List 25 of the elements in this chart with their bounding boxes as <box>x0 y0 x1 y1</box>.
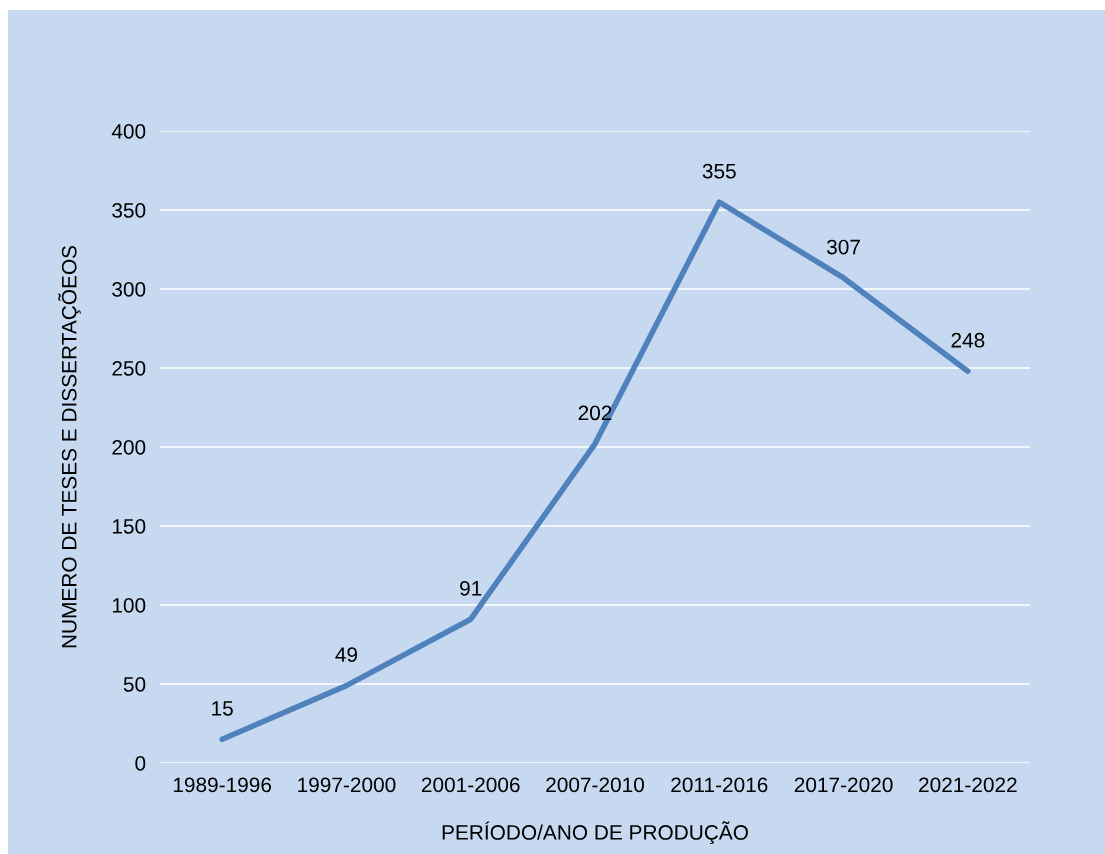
x-tick-label: 1997-2000 <box>298 777 396 793</box>
y-axis-title: NUMERO DE TESES E DISSERTAÇÕEOS <box>58 245 81 648</box>
x-tick-label: 2011-2016 <box>671 777 768 793</box>
y-tick-label: 50 <box>123 677 146 692</box>
y-tick-label: 200 <box>112 440 146 455</box>
data-label: 49 <box>335 647 358 663</box>
data-label: 248 <box>951 332 985 348</box>
y-tick-label: 0 <box>135 756 146 771</box>
data-label: 307 <box>826 239 860 255</box>
data-label: 202 <box>578 405 612 421</box>
y-tick-label: 150 <box>112 519 146 534</box>
x-axis-title: PERÍODO/ANO DE PRODUÇÃO <box>442 821 748 845</box>
y-tick-label: 100 <box>112 598 146 613</box>
x-tick-label: 1989-1996 <box>173 777 272 793</box>
y-tick-label: 350 <box>112 203 146 218</box>
data-label: 355 <box>702 163 736 179</box>
x-tick-label: 2001-2006 <box>421 777 520 793</box>
x-tick-label: 2017-2020 <box>794 777 893 793</box>
y-tick-label: 250 <box>112 361 146 376</box>
data-label: 15 <box>212 701 233 716</box>
x-tick-label: 2007-2010 <box>546 777 645 793</box>
y-tick-label: 400 <box>111 124 146 139</box>
data-label: 91 <box>460 580 482 596</box>
x-tick-label: 2021-2022 <box>919 777 1017 793</box>
y-tick-label: 300 <box>112 282 146 297</box>
